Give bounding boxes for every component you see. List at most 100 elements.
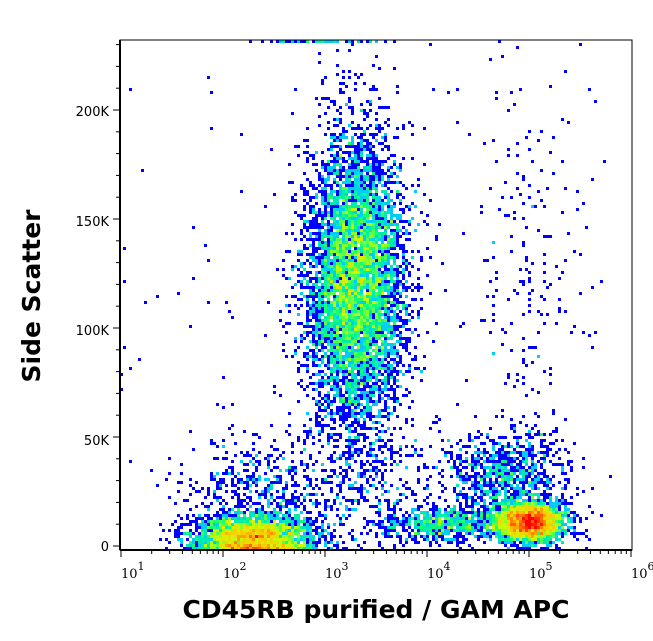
density-bin bbox=[522, 466, 525, 469]
density-bin bbox=[309, 244, 312, 247]
density-bin bbox=[465, 445, 468, 448]
density-bin bbox=[372, 184, 375, 187]
density-bin bbox=[519, 547, 522, 550]
density-bin bbox=[357, 190, 360, 193]
density-bin bbox=[282, 325, 285, 328]
density-bin bbox=[354, 73, 357, 76]
density-bin bbox=[396, 313, 399, 316]
density-bin bbox=[375, 241, 378, 244]
density-bin bbox=[300, 526, 303, 529]
density-bin bbox=[285, 523, 288, 526]
density-bin bbox=[366, 139, 369, 142]
density-bin bbox=[444, 529, 447, 532]
density-bin bbox=[210, 523, 213, 526]
density-bin bbox=[348, 430, 351, 433]
density-bin bbox=[387, 166, 390, 169]
density-bin bbox=[357, 298, 360, 301]
density-bin bbox=[399, 247, 402, 250]
density-bin bbox=[453, 538, 456, 541]
density-bin bbox=[306, 190, 309, 193]
density-bin bbox=[378, 313, 381, 316]
density-bin bbox=[429, 517, 432, 520]
density-bin bbox=[414, 523, 417, 526]
density-bin bbox=[372, 325, 375, 328]
density-bin bbox=[372, 205, 375, 208]
density-bin bbox=[351, 199, 354, 202]
density-bin bbox=[405, 421, 408, 424]
density-bins bbox=[120, 40, 612, 550]
density-bin bbox=[306, 160, 309, 163]
density-bin bbox=[225, 532, 228, 535]
density-bin bbox=[369, 343, 372, 346]
density-bin bbox=[504, 457, 507, 460]
density-bin bbox=[318, 349, 321, 352]
density-bin bbox=[330, 226, 333, 229]
density-bin bbox=[294, 529, 297, 532]
density-bin bbox=[276, 511, 279, 514]
density-bin bbox=[384, 319, 387, 322]
density-bin bbox=[456, 493, 459, 496]
density-bin bbox=[366, 289, 369, 292]
density-bin bbox=[474, 514, 477, 517]
density-bin bbox=[354, 538, 357, 541]
density-bin bbox=[435, 517, 438, 520]
density-bin bbox=[324, 190, 327, 193]
density-bin bbox=[345, 334, 348, 337]
density-bin bbox=[306, 301, 309, 304]
density-bin bbox=[252, 538, 255, 541]
density-bin bbox=[369, 427, 372, 430]
density-bin bbox=[321, 214, 324, 217]
density-bin bbox=[303, 220, 306, 223]
density-bin bbox=[378, 307, 381, 310]
density-bin bbox=[309, 544, 312, 547]
density-bin bbox=[342, 256, 345, 259]
density-bin bbox=[318, 541, 321, 544]
density-bin bbox=[528, 469, 531, 472]
density-bin bbox=[378, 460, 381, 463]
density-bin bbox=[276, 496, 279, 499]
density-bin bbox=[327, 532, 330, 535]
density-bin bbox=[318, 319, 321, 322]
density-bin bbox=[342, 202, 345, 205]
density-bin bbox=[198, 541, 201, 544]
density-bin bbox=[309, 295, 312, 298]
density-bin bbox=[393, 136, 396, 139]
density-bin bbox=[504, 502, 507, 505]
density-bin bbox=[354, 193, 357, 196]
density-bin bbox=[159, 538, 162, 541]
density-bin bbox=[504, 478, 507, 481]
density-bin bbox=[456, 523, 459, 526]
density-bin bbox=[519, 445, 522, 448]
density-bin bbox=[210, 520, 213, 523]
density-bin bbox=[303, 448, 306, 451]
density-bin bbox=[261, 541, 264, 544]
density-bin bbox=[174, 520, 177, 523]
density-bin bbox=[474, 445, 477, 448]
density-bin bbox=[384, 325, 387, 328]
density-bin bbox=[198, 547, 201, 550]
density-bin bbox=[321, 514, 324, 517]
density-bin bbox=[378, 268, 381, 271]
density-bin bbox=[336, 250, 339, 253]
density-bin bbox=[459, 529, 462, 532]
density-bin bbox=[285, 520, 288, 523]
density-bin bbox=[294, 145, 297, 148]
density-bin bbox=[300, 340, 303, 343]
density-bin bbox=[312, 184, 315, 187]
density-bin bbox=[285, 481, 288, 484]
density-bin bbox=[387, 241, 390, 244]
density-bin bbox=[534, 454, 537, 457]
density-bin bbox=[384, 229, 387, 232]
density-bin bbox=[438, 517, 441, 520]
density-bin bbox=[525, 502, 528, 505]
density-bin bbox=[258, 517, 261, 520]
density-bin bbox=[339, 220, 342, 223]
density-bin bbox=[264, 529, 267, 532]
density-bin bbox=[354, 265, 357, 268]
density-bin bbox=[396, 193, 399, 196]
density-bin bbox=[468, 496, 471, 499]
density-bin bbox=[375, 187, 378, 190]
density-bin bbox=[345, 424, 348, 427]
density-bin bbox=[312, 196, 315, 199]
density-bin bbox=[348, 181, 351, 184]
